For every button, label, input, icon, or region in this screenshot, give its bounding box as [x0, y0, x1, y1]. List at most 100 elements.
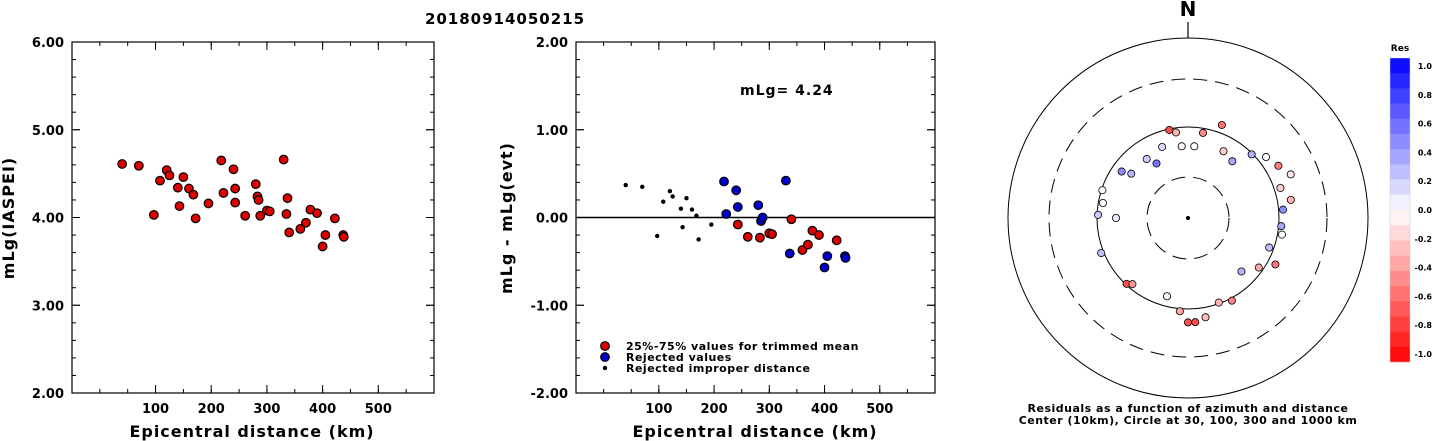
- mid-xtick-label: 200: [701, 402, 728, 417]
- left-data-point: [301, 217, 311, 228]
- colorbar-labels: 1.0 0.8 0.6 0.4 0.2 0.0 -0.2 -0.4 -0.6 -0.8 -1.0: [1415, 62, 1433, 359]
- mid-data-point: [780, 175, 791, 186]
- left-data-point: [230, 197, 241, 208]
- left-data-point: [278, 154, 289, 165]
- mid-data-point: [731, 185, 742, 196]
- left-data-point: [218, 188, 229, 198]
- polar-station-point: [1098, 198, 1107, 207]
- left-xtick-label: 400: [309, 402, 336, 417]
- polar-station-point: [1177, 142, 1186, 151]
- mid-ytick-label: -2.00: [531, 387, 568, 402]
- polar-station-point: [1190, 142, 1199, 151]
- colorbar-cell: [1390, 164, 1410, 180]
- colorbar-cell: [1390, 301, 1410, 317]
- polar-station-point: [1171, 128, 1180, 137]
- left-data-point: [133, 160, 144, 171]
- left-data-point: [174, 201, 185, 211]
- colorbar-title: Res: [1391, 44, 1409, 54]
- colorbar-frame: [1389, 57, 1411, 363]
- polar-station-point: [1158, 142, 1167, 151]
- left-x-axis-label: Epicentral distance (km): [129, 422, 374, 441]
- mid-data-point: [757, 212, 768, 223]
- mid-data-point: [831, 235, 842, 246]
- colorbar-cell: [1390, 179, 1410, 196]
- mlg-annotation: mLg= 4.24: [740, 83, 834, 99]
- left-data-point: [282, 193, 293, 204]
- left-data-point: [117, 159, 128, 169]
- left-ytick-label: 5.00: [32, 124, 64, 139]
- polar-station-point: [1219, 147, 1228, 156]
- left-data-point: [188, 189, 199, 200]
- colorbar-tick-label: -0.6: [1415, 292, 1433, 301]
- mid-data-point: [732, 202, 743, 212]
- mid-ticks: 100 200 300 400 500 -2.00 -1.00 0.00 1.00 2.00: [531, 36, 935, 417]
- mid-data-point: [680, 224, 685, 230]
- colorbar-cell: [1390, 270, 1410, 287]
- residual-scatter-plot: 100 200 300 400 500 -2.00 -1.00 0.00 1.00 2.00 mL…: [497, 36, 936, 441]
- polar-station-point: [1247, 150, 1256, 159]
- mid-data-point: [803, 239, 813, 250]
- colorbar-tick-label: -0.8: [1415, 321, 1433, 330]
- polar-station-point: [1165, 125, 1174, 134]
- left-ytick-label: 3.00: [32, 299, 64, 314]
- left-data-point: [230, 183, 241, 194]
- mid-data-point: [661, 199, 666, 204]
- left-data-point: [264, 206, 275, 217]
- left-data-point: [250, 179, 261, 190]
- colorbar-cell: [1390, 134, 1410, 150]
- mid-data-point: [709, 222, 714, 227]
- mid-xtick-label: 400: [811, 402, 838, 417]
- legend-label: 25%-75% values for trimmed mean: [626, 340, 859, 353]
- left-ytick-label: 2.00: [32, 387, 64, 402]
- left-xtick-label: 200: [198, 402, 225, 417]
- colorbar-tick-label: -0.2: [1415, 235, 1433, 244]
- colorbar-cell: [1390, 210, 1410, 226]
- legend-marker: [600, 341, 610, 351]
- polar-station-point: [1214, 298, 1223, 307]
- colorbar-tick-label: 0.2: [1418, 177, 1432, 186]
- left-data-point: [190, 213, 201, 224]
- left-xtick-label: 300: [253, 402, 280, 417]
- legend: 25%-75% values for trimmed meanRejected …: [600, 340, 859, 375]
- left-ytick-label: 6.00: [32, 36, 64, 51]
- mid-data-point: [732, 219, 743, 230]
- left-y-axis-label: mLg(IASPEI): [0, 157, 18, 279]
- polar-station-point: [1175, 307, 1184, 316]
- colorbar-tick-label: -0.4: [1415, 264, 1433, 273]
- polar-station-point: [1217, 120, 1226, 129]
- left-points: [117, 154, 349, 252]
- polar-station-point: [1277, 222, 1286, 231]
- mid-ytick-label: -1.00: [531, 299, 568, 314]
- colorbar-cell: [1390, 346, 1410, 363]
- mid-ytick-label: 0.00: [536, 212, 568, 227]
- left-data-point: [312, 208, 322, 219]
- left-data-point: [172, 182, 183, 193]
- polar-station-point: [1286, 170, 1295, 179]
- colorbar-tick-label: 0.4: [1418, 148, 1433, 157]
- left-data-point: [320, 230, 331, 240]
- left-scatter-plot: 100 200 300 400 500 2.00 3.00 4.00 5.00 6.00 Epic…: [0, 36, 435, 441]
- mid-data-point: [670, 194, 675, 199]
- mid-data-point: [807, 225, 818, 236]
- mid-data-point: [696, 237, 701, 242]
- left-plot-frame: [71, 41, 435, 394]
- left-data-point: [148, 209, 159, 220]
- mid-data-point: [784, 248, 795, 259]
- left-data-point: [155, 175, 165, 186]
- polar-station-point: [1128, 280, 1137, 289]
- mid-ytick-label: 2.00: [536, 36, 568, 51]
- polar-station-point: [1199, 128, 1208, 137]
- polar-points: [1094, 120, 1295, 327]
- polar-station-point: [1237, 267, 1246, 276]
- colorbar-tick-label: 1.0: [1418, 62, 1433, 71]
- colorbar-cell: [1390, 194, 1410, 211]
- mid-data-point: [742, 231, 753, 242]
- mid-data-point: [721, 209, 732, 219]
- figure-title: 20180914050215: [425, 10, 585, 28]
- polar-station-point: [1097, 249, 1106, 258]
- colorbar-cell: [1390, 225, 1410, 241]
- mid-y-axis-label: mLg - mLg(evt): [497, 142, 516, 294]
- left-ytick-label: 4.00: [32, 212, 64, 227]
- polar-station-point: [1286, 195, 1295, 204]
- left-data-point: [228, 164, 239, 175]
